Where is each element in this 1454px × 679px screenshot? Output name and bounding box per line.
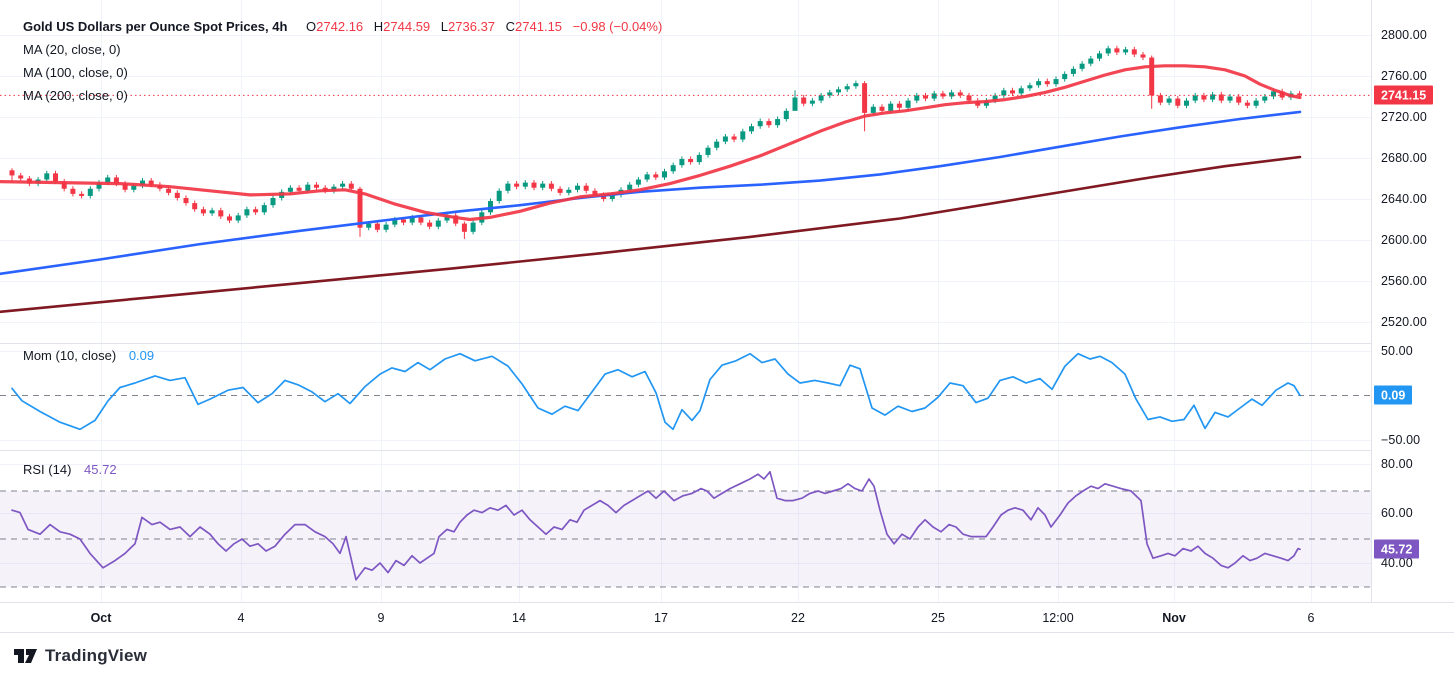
time-tick-label: 4: [237, 611, 245, 625]
time-tick-label: 17: [654, 611, 668, 625]
low-key: L: [440, 19, 449, 34]
chart-plot-area[interactable]: [0, 0, 1371, 602]
price-tick-label: 2800.00: [1381, 28, 1427, 42]
time-tick-label: 22: [791, 611, 805, 625]
time-tick-label: 12:00: [1042, 611, 1074, 625]
rsi-tick-label: 80.00: [1381, 457, 1413, 471]
price-tick-label: 2760.00: [1381, 69, 1427, 83]
time-tick-label: 6: [1307, 611, 1315, 625]
change-value: −0.98 (−0.04%): [572, 19, 663, 34]
price-tick-label: 2680.00: [1381, 151, 1427, 165]
open-value: 2742.16: [316, 19, 364, 34]
rsi-value: 45.72: [84, 462, 117, 477]
ma200-legend-row[interactable]: MA (200, close, 0): [23, 88, 128, 103]
price-tick-label: 2600.00: [1381, 233, 1427, 247]
time-tick-label: Nov: [1162, 611, 1186, 625]
time-tick-label: 9: [377, 611, 385, 625]
price-tick-label: 2640.00: [1381, 192, 1427, 206]
ma100-legend-row[interactable]: MA (100, close, 0): [23, 65, 128, 80]
price-axis[interactable]: 2800.00 2760.00 2720.00 2680.00 2640.00 2600.…: [1371, 0, 1454, 633]
tradingview-brand-text: TradingView: [45, 646, 148, 665]
momentum-label: Mom (10, close): [23, 348, 117, 363]
price-tick-label: 2560.00: [1381, 274, 1427, 288]
symbol-title: Gold US Dollars per Ounce Spot Prices, 4…: [23, 19, 288, 34]
rsi-value-badge: 45.72: [1374, 539, 1420, 559]
high-key: H: [373, 19, 384, 34]
chart-canvas[interactable]: [0, 0, 1371, 602]
time-tick-label: 25: [931, 611, 945, 625]
high-value: 2744.59: [383, 19, 431, 34]
momentum-tick-label: −50.00: [1381, 433, 1421, 447]
chart-legend: Gold US Dollars per Ounce Spot Prices, 4…: [23, 15, 662, 107]
momentum-tick-label: 50.00: [1381, 344, 1413, 358]
time-tick-label: 14: [512, 611, 526, 625]
momentum-value: 0.09: [128, 348, 155, 363]
price-tick-label: 2520.00: [1381, 315, 1427, 329]
open-key: O: [306, 19, 317, 34]
tradingview-logo-icon: [14, 649, 37, 663]
tradingview-logo[interactable]: TradingView: [14, 646, 147, 666]
close-key: C: [505, 19, 516, 34]
ma20-legend-row[interactable]: MA (20, close, 0): [23, 42, 121, 57]
rsi-legend-row[interactable]: RSI (14) 45.72: [23, 462, 117, 477]
rsi-tick-label: 40.00: [1381, 556, 1413, 570]
time-tick-label: Oct: [90, 611, 112, 625]
last-price-badge: 2741.15: [1374, 85, 1434, 105]
time-axis[interactable]: Oct 4 9 14 17 22 25 12:00 Nov 6: [0, 602, 1454, 633]
symbol-legend-row[interactable]: Gold US Dollars per Ounce Spot Prices, 4…: [23, 15, 662, 38]
low-value: 2736.37: [448, 19, 496, 34]
momentum-value-badge: 0.09: [1374, 385, 1413, 405]
price-tick-label: 2720.00: [1381, 110, 1427, 124]
momentum-legend-row[interactable]: Mom (10, close) 0.09: [23, 348, 154, 363]
close-value: 2741.15: [515, 19, 563, 34]
rsi-tick-label: 60.00: [1381, 506, 1413, 520]
rsi-label: RSI (14): [23, 462, 72, 477]
